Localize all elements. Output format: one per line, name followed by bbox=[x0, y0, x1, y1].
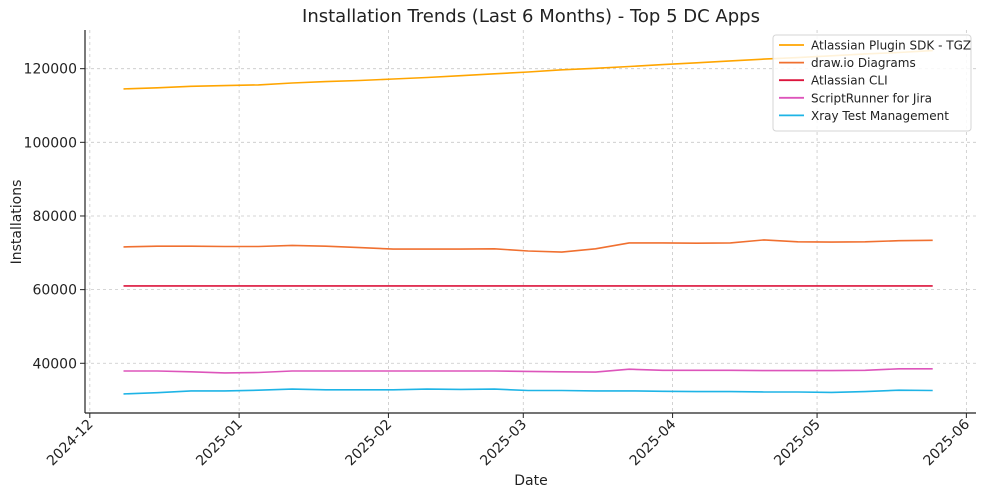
x-tick-label: 2025-01 bbox=[193, 417, 246, 470]
x-tick-label: 2025-04 bbox=[627, 416, 680, 469]
legend-label: Atlassian Plugin SDK - TGZ bbox=[811, 39, 971, 53]
x-axis-title: Date bbox=[514, 473, 547, 489]
legend-label: Atlassian CLI bbox=[811, 74, 888, 88]
x-tick-label: 2025-02 bbox=[343, 417, 396, 470]
y-tick-label: 120000 bbox=[24, 62, 77, 78]
y-tick-label: 40000 bbox=[32, 356, 77, 372]
y-tick-label: 100000 bbox=[24, 135, 77, 151]
y-axis-title: Installations bbox=[9, 180, 25, 265]
legend-label: ScriptRunner for Jira bbox=[811, 91, 932, 105]
series-line-2 bbox=[123, 239, 933, 253]
series-line-4 bbox=[123, 367, 933, 374]
legend: Atlassian Plugin SDK - TGZ draw.io Diagra… bbox=[772, 34, 972, 132]
legend-label: draw.io Diagrams bbox=[811, 56, 916, 70]
series-line-5 bbox=[123, 388, 933, 395]
x-tick-label: 2025-06 bbox=[921, 416, 974, 469]
y-tick-label: 60000 bbox=[32, 283, 77, 299]
chart-title: Installation Trends (Last 6 Months) - To… bbox=[302, 6, 760, 27]
x-tick-label: 2024-12 bbox=[44, 417, 97, 470]
y-tick-label: 80000 bbox=[32, 209, 77, 225]
legend-box bbox=[772, 34, 972, 132]
gridlines bbox=[85, 30, 976, 413]
x-tick-label: 2025-05 bbox=[771, 417, 824, 470]
x-tick-label: 2025-03 bbox=[477, 417, 530, 470]
legend-label: Xray Test Management bbox=[811, 109, 949, 123]
